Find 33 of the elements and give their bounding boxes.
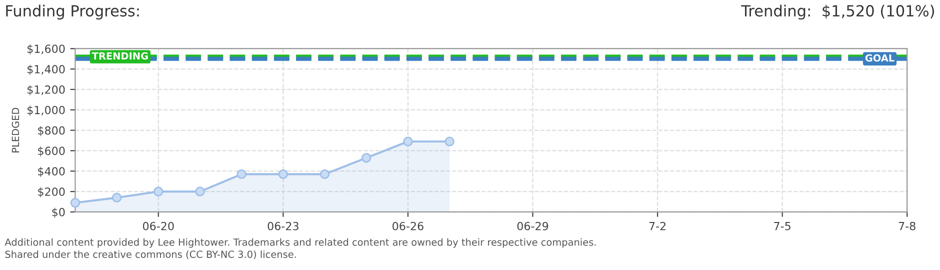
ref-line-label: GOAL	[865, 54, 894, 62]
y-tick-label: $1,600	[28, 44, 65, 54]
chart-title: Funding Progress:	[6, 4, 139, 20]
x-tick-label: 7-5	[774, 222, 790, 230]
point	[320, 169, 330, 180]
point	[154, 186, 164, 196]
text: Trending: $1,520 (101%)	[741, 4, 934, 20]
y-axis-title: PLEDGED	[12, 108, 20, 152]
point	[112, 192, 122, 203]
y-tick-label: $800	[38, 126, 65, 136]
text: Shared under the creative commons (CC BY-NC 3.0) license.	[5, 250, 296, 260]
y-tick-label: $1,200	[28, 85, 65, 96]
x-tick-label: 06-29	[517, 222, 548, 230]
x-tick-label: 06-20	[142, 222, 174, 230]
point	[362, 152, 372, 163]
point	[278, 169, 288, 180]
y-tick-label: $400	[38, 166, 65, 177]
point	[195, 186, 205, 196]
y-tick-label: $200	[38, 187, 65, 198]
y-tick-label: $1,000	[28, 106, 65, 116]
point	[444, 136, 454, 146]
y-tick-label: $600	[38, 146, 65, 157]
x-tick-label: 7-2	[649, 222, 666, 230]
ref-line-label: TRENDING	[92, 52, 148, 60]
point	[403, 136, 413, 146]
y-tick-label: $1,400	[28, 64, 65, 75]
x-tick-label: 7-8	[898, 222, 916, 230]
y-tick-label: $0	[52, 208, 65, 218]
x-tick-label: 06-26	[392, 222, 424, 230]
x-tick-label: 06-23	[268, 222, 298, 230]
text: Additional content provided by Lee Hightower. Trademarks and related content are owned by their respective companies.	[4, 238, 596, 248]
point	[236, 169, 246, 180]
point	[70, 198, 80, 208]
